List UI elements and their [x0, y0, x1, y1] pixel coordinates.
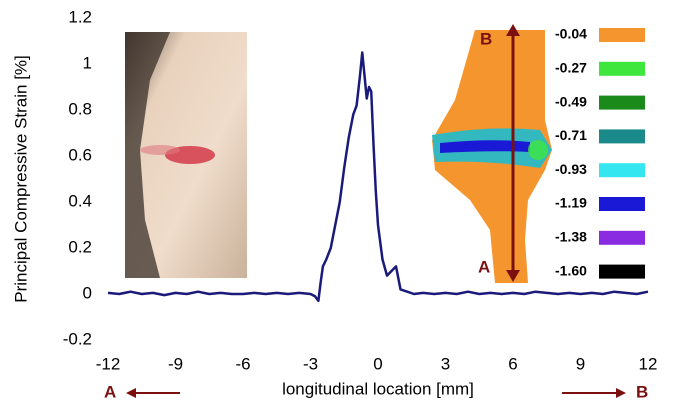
colorbar-label: -0.04 [555, 26, 587, 42]
y-tick-label: 0.4 [68, 191, 92, 210]
colorbar-label: -1.60 [555, 262, 587, 278]
colorbar-swatch [599, 265, 645, 279]
annotation: A [478, 257, 490, 276]
y-axis-title: Principal Compressive Strain [%] [11, 55, 30, 303]
x-tick-label: 6 [508, 354, 517, 373]
colorbar-swatch [599, 96, 645, 110]
colorbar-label: -0.27 [555, 60, 587, 76]
strain-map [432, 24, 552, 283]
colorbar-swatch [599, 163, 645, 177]
y-tick-label: 0.8 [68, 99, 92, 118]
annotation: B [636, 382, 648, 401]
colorbar-label: -1.38 [555, 229, 587, 245]
y-tick-label: 1.2 [68, 7, 92, 26]
y-tick-label: 0 [83, 283, 92, 302]
colorbar-label: -1.19 [555, 195, 587, 211]
specimen-photo [125, 32, 247, 278]
x-tick-label: 0 [373, 354, 382, 373]
x-axis-title: longitudinal location [mm] [282, 379, 474, 398]
colorbar-label: -0.49 [555, 93, 587, 109]
colorbar-label: -0.71 [555, 127, 587, 143]
annotation: A [104, 382, 116, 401]
colorbar-label: -0.93 [555, 161, 587, 177]
x-tick-label: 3 [441, 354, 450, 373]
x-tick-label: 9 [576, 354, 585, 373]
colorbar-swatch [599, 129, 645, 143]
annotation: B [480, 29, 492, 48]
y-tick-label: 1 [83, 53, 92, 72]
x-tick-label: -9 [168, 354, 183, 373]
x-tick-label: -12 [96, 354, 121, 373]
y-tick-label: 0.6 [68, 145, 92, 164]
colorbar-swatch [599, 231, 645, 245]
colorbar-swatch [599, 197, 645, 211]
y-tick-label: 0.2 [68, 237, 92, 256]
chart: B A longitudinal location [mm] Principal… [0, 0, 673, 407]
x-tick-label: 12 [639, 354, 658, 373]
colorbar-swatch [599, 28, 645, 42]
y-tick-label: -0.2 [63, 329, 92, 348]
colorbar-swatch [599, 62, 645, 76]
x-tick-label: -6 [235, 354, 250, 373]
x-tick-label: -3 [303, 354, 318, 373]
